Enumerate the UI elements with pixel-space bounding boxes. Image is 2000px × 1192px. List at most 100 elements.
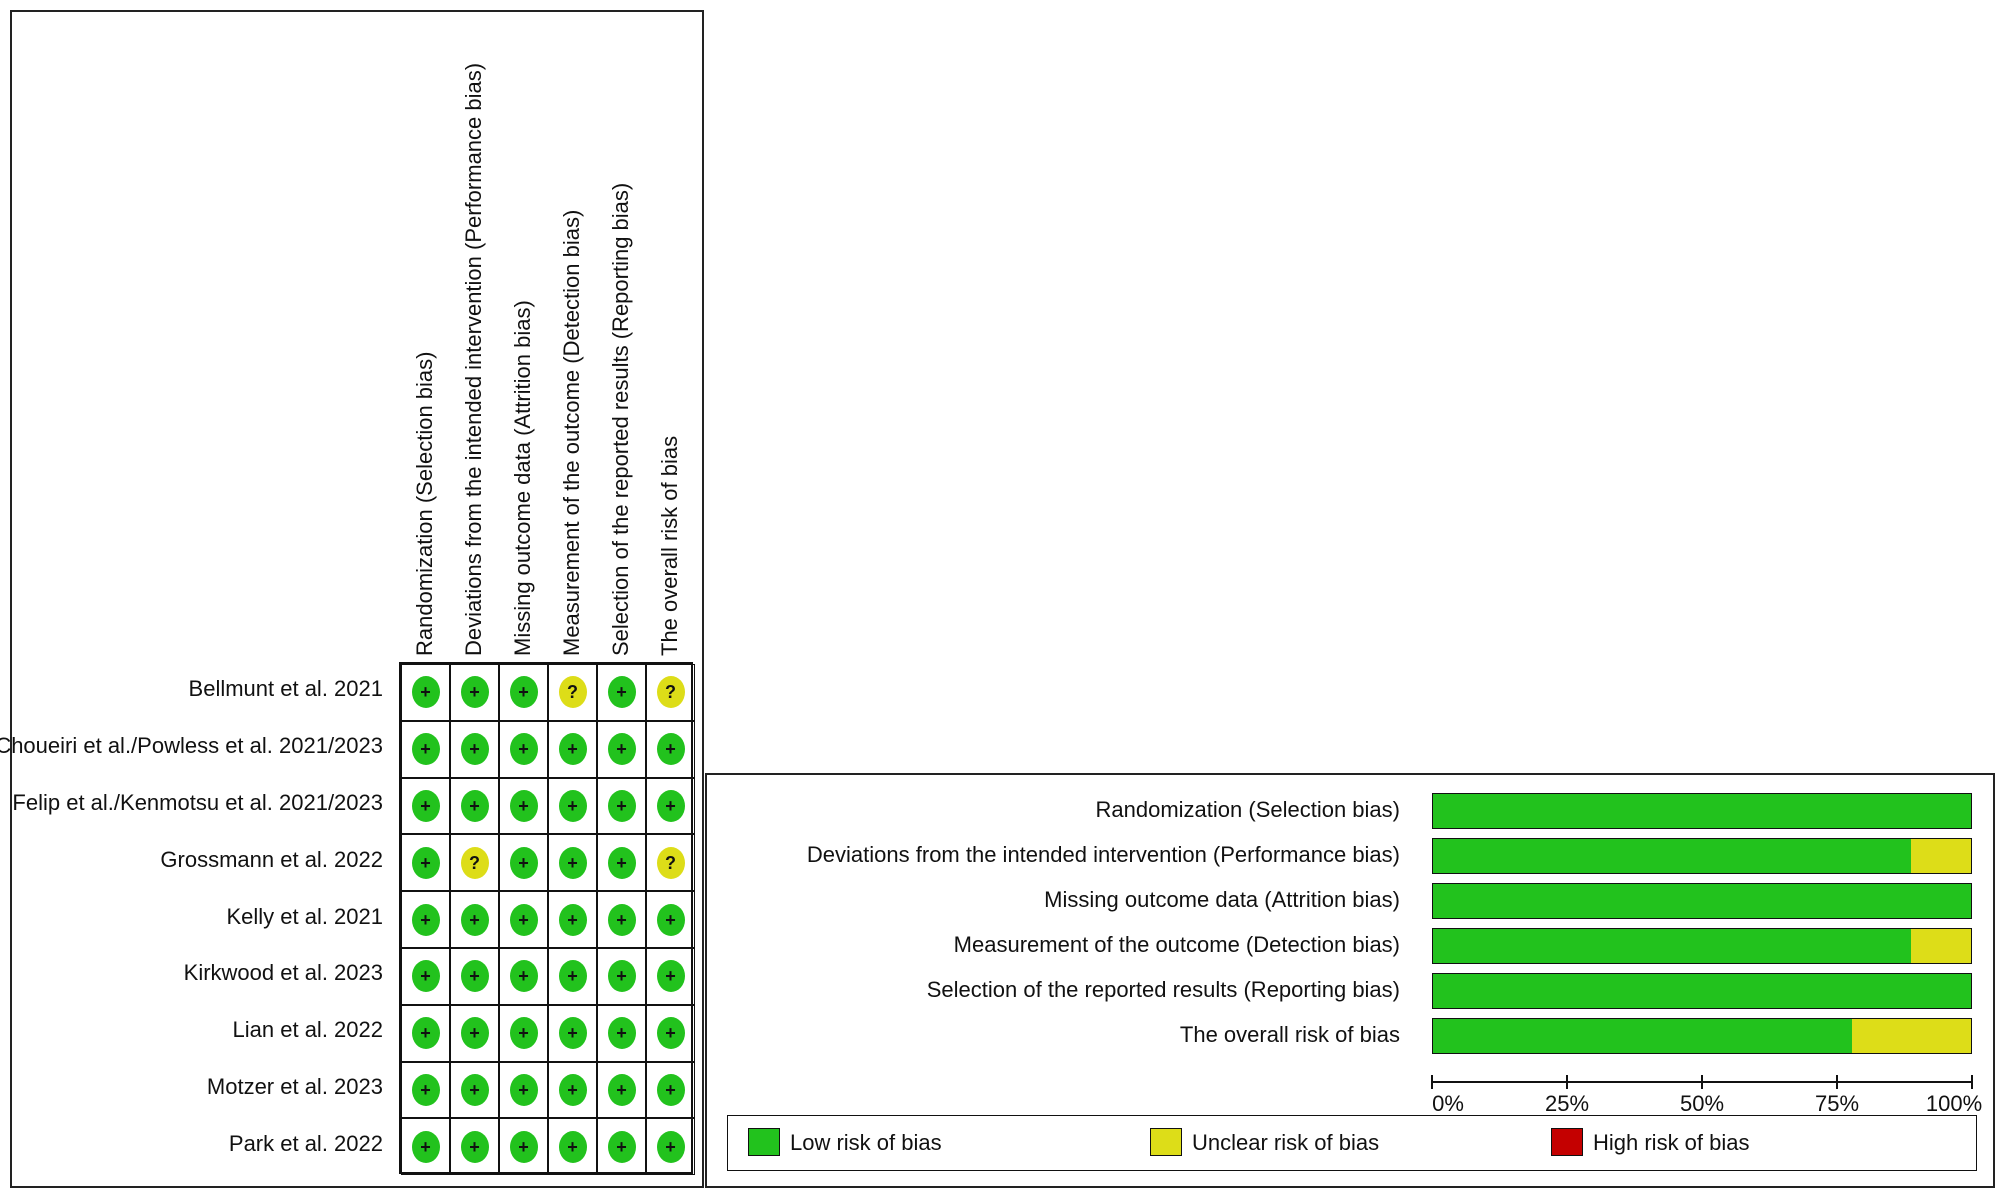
judgement-low-mark: + bbox=[509, 789, 538, 822]
grid-cell: + bbox=[401, 1061, 450, 1119]
judgement-low-mark: + bbox=[656, 789, 685, 822]
judgement-low-mark: + bbox=[460, 789, 489, 822]
grid-cell: + bbox=[597, 1118, 646, 1176]
grid-cell: + bbox=[548, 1004, 597, 1062]
grid-cell: + bbox=[450, 664, 499, 721]
grid-cell: + bbox=[450, 720, 499, 778]
risk-of-bias-summary-panel: Randomization (Selection bias) Deviations… bbox=[0, 10, 704, 1188]
grid-cell: + bbox=[646, 948, 695, 1005]
grid-cell: + bbox=[597, 777, 646, 835]
judgement-low-mark: + bbox=[411, 733, 440, 766]
domain-label: Missing outcome data (Attrition bias) bbox=[509, 300, 535, 656]
grid-cell: + bbox=[499, 834, 548, 892]
grid-cell: + bbox=[548, 720, 597, 778]
judgement-low-mark: + bbox=[460, 733, 489, 766]
judgement-low-mark: + bbox=[509, 903, 538, 936]
grid-cell: ? bbox=[646, 664, 695, 721]
grid-cell: + bbox=[401, 664, 450, 721]
grid-cell: + bbox=[597, 720, 646, 778]
grid-cell: + bbox=[499, 777, 548, 835]
judgement-unclear-mark: ? bbox=[656, 846, 685, 879]
judgement-low-mark: + bbox=[558, 903, 587, 936]
grid-cell: ? bbox=[646, 834, 695, 892]
judgement-low-mark: + bbox=[656, 903, 685, 936]
bar bbox=[1432, 1018, 1972, 1054]
judgement-low-mark: + bbox=[607, 789, 636, 822]
judgement-low-mark: + bbox=[460, 1017, 489, 1050]
judgement-unclear-mark: ? bbox=[460, 846, 489, 879]
judgement-low-mark: + bbox=[411, 789, 440, 822]
grid-cell: + bbox=[597, 834, 646, 892]
bar-label: Selection of the reported results (Repor… bbox=[926, 977, 1400, 1002]
domain-label: Measurement of the outcome (Detection bi… bbox=[558, 209, 584, 656]
grid-cell: + bbox=[548, 1118, 597, 1176]
study-label: Motzer et al. 2023 bbox=[206, 1074, 383, 1099]
study-label: Kelly et al. 2021 bbox=[226, 903, 383, 929]
domain-label: The overall risk of bias bbox=[656, 435, 682, 656]
grid-cell: + bbox=[450, 1061, 499, 1119]
grid-cell: + bbox=[548, 948, 597, 1005]
risk-of-bias-graph-panel: Randomization (Selection bias) Deviations… bbox=[705, 773, 1995, 1188]
grid-cell: + bbox=[548, 834, 597, 892]
grid-cell: + bbox=[499, 948, 548, 1005]
study-label: Lian et al. 2022 bbox=[232, 1017, 383, 1043]
study-label: Kirkwood et al. 2023 bbox=[183, 960, 383, 986]
study-label: Choueiri et al./Powless et al. 2021/2023 bbox=[0, 733, 383, 759]
grid-cell: + bbox=[548, 891, 597, 948]
legend: Low risk of bias Unclear risk of bias Hi… bbox=[727, 1115, 1977, 1171]
x-tick-label: 25% bbox=[1544, 1091, 1590, 1116]
judgement-low-mark: + bbox=[411, 1130, 440, 1163]
bar-segment bbox=[1851, 1019, 1971, 1053]
study-label: Grossmann et al. 2022 bbox=[160, 846, 383, 872]
bar-label: Deviations from the intended interventio… bbox=[806, 842, 1400, 867]
domain-label: Deviations from the intended interventio… bbox=[460, 62, 486, 656]
grid-cell: + bbox=[646, 1004, 695, 1062]
bar-segment bbox=[1433, 794, 1971, 828]
judgement-low-mark: + bbox=[509, 1017, 538, 1050]
judgement-low-mark: + bbox=[607, 960, 636, 993]
grid-cell: + bbox=[597, 948, 646, 1005]
grid-cell: + bbox=[401, 1118, 450, 1176]
legend-swatch-unclear bbox=[1150, 1128, 1182, 1156]
grid-cell: + bbox=[499, 891, 548, 948]
legend-label-unclear: Unclear risk of bias bbox=[1192, 1130, 1380, 1155]
grid-cell: + bbox=[597, 1061, 646, 1119]
judgement-low-mark: + bbox=[411, 903, 440, 936]
bar-label: Measurement of the outcome (Detection bi… bbox=[953, 932, 1400, 957]
judgement-low-mark: + bbox=[656, 1017, 685, 1050]
grid-cell: + bbox=[450, 1118, 499, 1176]
x-tick-label: 75% bbox=[1814, 1091, 1860, 1116]
bar-segment bbox=[1433, 884, 1971, 918]
bar-label: Randomization (Selection bias) bbox=[1095, 797, 1401, 822]
grid-cell: + bbox=[401, 1004, 450, 1062]
bar-segment bbox=[1433, 929, 1912, 963]
bar bbox=[1432, 883, 1972, 919]
bar-label: The overall risk of bias bbox=[1179, 1022, 1400, 1047]
judgement-low-mark: + bbox=[558, 733, 587, 766]
grid-cell: ? bbox=[450, 834, 499, 892]
domain-label: Randomization (Selection bias) bbox=[411, 351, 437, 657]
judgement-unclear-mark: ? bbox=[558, 676, 587, 709]
grid-cell: + bbox=[401, 777, 450, 835]
grid-cell: + bbox=[499, 1004, 548, 1062]
grid-cell: + bbox=[401, 891, 450, 948]
x-tick bbox=[1701, 1075, 1703, 1089]
grid-cell: + bbox=[450, 948, 499, 1005]
judgement-low-mark: + bbox=[558, 1130, 587, 1163]
bar-segment bbox=[1911, 929, 1971, 963]
bar bbox=[1432, 793, 1972, 829]
bar-label: Missing outcome data (Attrition bias) bbox=[1044, 887, 1400, 912]
bar bbox=[1432, 973, 1972, 1009]
judgement-low-mark: + bbox=[460, 1130, 489, 1163]
judgement-low-mark: + bbox=[411, 1017, 440, 1050]
x-tick bbox=[1431, 1075, 1433, 1089]
judgement-low-mark: + bbox=[656, 1073, 685, 1106]
grid-cell: + bbox=[548, 1061, 597, 1119]
judgement-low-mark: + bbox=[460, 903, 489, 936]
bar-segment bbox=[1911, 839, 1971, 873]
judgement-low-mark: + bbox=[509, 733, 538, 766]
bar-segment bbox=[1433, 974, 1971, 1008]
grid-cell: + bbox=[499, 664, 548, 721]
study-label: Bellmunt et al. 2021 bbox=[188, 676, 383, 702]
judgement-low-mark: + bbox=[607, 846, 636, 879]
